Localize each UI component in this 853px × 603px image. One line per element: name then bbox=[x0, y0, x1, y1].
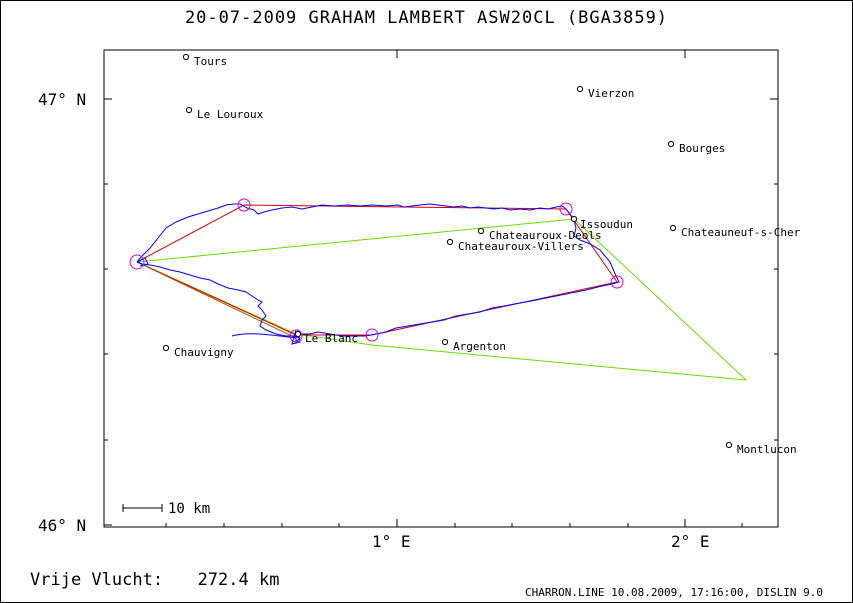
flight-track bbox=[136, 203, 620, 344]
lat-label-46: 46° N bbox=[38, 516, 86, 535]
distance-summary: Vrije Vlucht: 272.4 km bbox=[30, 570, 279, 590]
turnpoints bbox=[129, 198, 624, 343]
svg-text:Bourges: Bourges bbox=[679, 142, 725, 155]
svg-text:Montlucon: Montlucon bbox=[737, 443, 797, 456]
place-argenton: Argenton bbox=[441, 338, 506, 353]
track-loop-west bbox=[231, 333, 297, 339]
place-issoudun: Issoudun bbox=[570, 215, 633, 231]
place-montlucon: Montlucon bbox=[725, 441, 797, 456]
place-chauvigny: Chauvigny bbox=[162, 344, 234, 359]
svg-text:Chateauneuf-s-Cher: Chateauneuf-s-Cher bbox=[681, 226, 801, 239]
place-le-louroux: Le Louroux bbox=[185, 106, 264, 121]
place-vierzon: Vierzon bbox=[576, 85, 634, 100]
place-bourges: Bourges bbox=[667, 140, 725, 155]
lat-label-47: 47° N bbox=[38, 90, 86, 109]
distance-value: 272.4 km bbox=[197, 570, 280, 590]
svg-text:Chauvigny: Chauvigny bbox=[174, 346, 234, 359]
places-layer: Tours Le Louroux Vierzon Bourges Issoudu… bbox=[162, 53, 801, 456]
map-frame bbox=[103, 49, 779, 528]
task-leg-brown bbox=[136, 261, 297, 339]
page-title: 20-07-2009 GRAHAM LAMBERT ASW20CL (BGA38… bbox=[184, 8, 669, 28]
track-thermal-leblanc bbox=[291, 329, 301, 345]
place-tours: Tours bbox=[182, 53, 227, 68]
distance-label: Vrije Vlucht: bbox=[30, 570, 164, 590]
lon-label-2: 2° E bbox=[671, 532, 710, 551]
svg-text:Le Blanc: Le Blanc bbox=[305, 332, 358, 345]
svg-text:Tours: Tours bbox=[194, 55, 227, 68]
place-chateauneuf: Chateauneuf-s-Cher bbox=[669, 224, 801, 239]
place-le-blanc: Le Blanc bbox=[294, 330, 358, 345]
free-flight-line bbox=[136, 218, 748, 381]
axis-ticks bbox=[104, 50, 778, 527]
software-stamp: CHARRON.LINE 10.08.2009, 17:16:00, DISLI… bbox=[524, 586, 823, 599]
task-line bbox=[136, 204, 618, 336]
place-chateauroux-deols: Chateauroux-Deols bbox=[477, 227, 602, 242]
place-chateauroux-villers: Chateauroux-Villers bbox=[446, 238, 584, 253]
track-thermal-start bbox=[136, 257, 149, 267]
scale-bar-label: 10 km bbox=[168, 501, 210, 517]
svg-text:Vierzon: Vierzon bbox=[588, 87, 634, 100]
lon-label-1: 1° E bbox=[372, 532, 411, 551]
svg-text:Argenton: Argenton bbox=[453, 340, 506, 353]
svg-text:Chateauroux-Villers: Chateauroux-Villers bbox=[458, 240, 584, 253]
svg-text:Le Louroux: Le Louroux bbox=[197, 108, 264, 121]
svg-text:Issoudun: Issoudun bbox=[580, 218, 633, 231]
svg-text:Chateauroux-Deols: Chateauroux-Deols bbox=[489, 229, 602, 242]
scale-bar: 10 km bbox=[122, 501, 210, 517]
